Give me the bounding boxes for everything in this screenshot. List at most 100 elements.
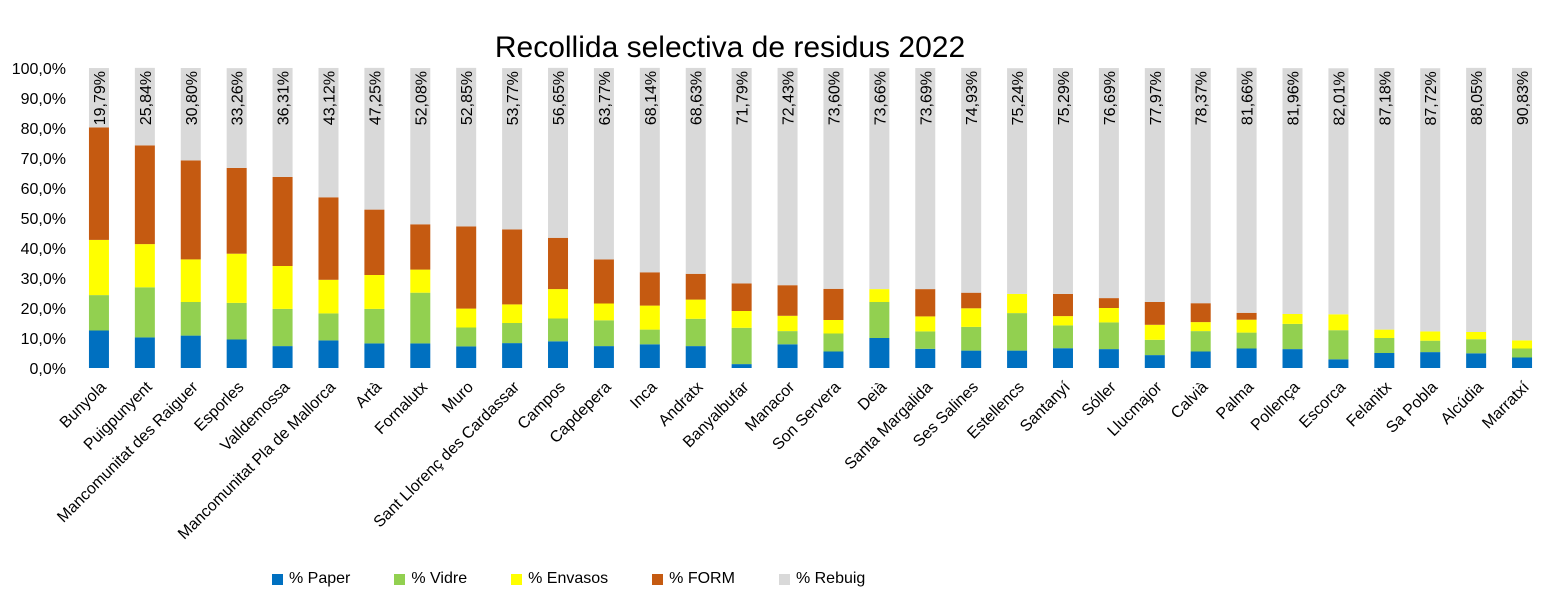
bar-rebuig-mancomunitat-pla-de-mallorca (318, 67, 339, 198)
bar-envasos-sant-llorenc-des-cardassar (502, 304, 523, 323)
bar-rebuig-esporles (226, 68, 247, 168)
legend-label-rebuig: % Rebuig (795, 570, 866, 587)
y-tick-label: 60,0% (21, 181, 66, 198)
bar-envasos-pollenca (1282, 314, 1303, 324)
bar-form-campos (548, 237, 569, 290)
bar-rebuig-valldemossa (272, 67, 293, 177)
bar-envasos-soller (1098, 308, 1119, 323)
bar-vidre-sant-llorenc-des-cardassar (502, 323, 523, 344)
bar-paper-pollenca (1282, 349, 1303, 368)
bar-envasos-inca (639, 305, 660, 330)
bar-rebuig-santanyi (1052, 68, 1073, 294)
legend-swatch-rebuig (778, 573, 790, 585)
bar-paper-felanitx (1374, 353, 1395, 368)
bar-rebuig-ses-salines (961, 67, 982, 293)
bar-envasos-banyalbufar (731, 311, 752, 328)
bar-paper-santanyi (1052, 348, 1073, 368)
data-label-muro: 52,85% (459, 71, 476, 125)
bar-rebuig-santa-margalida (915, 68, 936, 290)
bar-rebuig-son-servera (823, 68, 844, 289)
data-labels: 19,79% 25,84% 30,80% 33,26% 36,31% 43,12% 47,2… (92, 71, 1532, 126)
bar-vidre-llucmajor (1144, 339, 1165, 356)
data-label-campos: 56,65% (551, 71, 568, 125)
bar-form-mancomunitat-des-raiguer (180, 160, 201, 260)
bar-form-bunyola (88, 127, 109, 240)
data-label-son-servera: 73,60% (826, 71, 843, 125)
x-tick-label-inca: Inca (627, 379, 660, 412)
bar-paper-palma (1236, 348, 1257, 368)
bar-paper-esporles (226, 339, 247, 368)
data-label-santa-margalida: 73,69% (918, 71, 935, 125)
y-tick-label: 70,0% (21, 151, 66, 168)
y-tick-label: 50,0% (21, 211, 66, 228)
bar-rebuig-capdepera (593, 68, 614, 260)
bar-paper-capdepera (593, 346, 614, 368)
x-tick-label-escorca: Escorca (1296, 379, 1349, 432)
bar-rebuig-escorca (1328, 68, 1349, 315)
data-label-deia: 73,66% (872, 71, 889, 125)
bar-paper-alcudia (1466, 353, 1487, 368)
x-tick-label-soller: Sóller (1079, 378, 1120, 419)
bar-vidre-palma (1236, 332, 1257, 349)
bar-envasos-valldemossa (272, 266, 293, 309)
bar-form-inca (639, 272, 660, 306)
bar-form-esporles (226, 167, 247, 254)
data-label-bunyola: 19,79% (92, 71, 109, 125)
bar-vidre-marratxi (1512, 348, 1533, 358)
bar-vidre-santanyi (1052, 325, 1073, 349)
bar-vidre-sa-pobla (1420, 340, 1441, 353)
data-label-andratx: 68,63% (689, 71, 706, 125)
bar-rebuig-puigpunyent (134, 67, 155, 146)
data-label-esporles: 33,26% (230, 71, 247, 125)
data-label-capdepera: 63,77% (597, 71, 614, 125)
legend-swatch-envasos (511, 573, 523, 585)
bar-paper-escorca (1328, 359, 1349, 368)
bar-vidre-felanitx (1374, 338, 1395, 353)
legend-item-form: % FORM (652, 570, 735, 588)
legend-swatch-vidre (394, 573, 406, 585)
bar-form-calvia (1190, 303, 1211, 323)
bar-envasos-felanitx (1374, 329, 1395, 338)
bar-envasos-marratxi (1512, 340, 1533, 349)
bar-vidre-fornalutx (410, 292, 431, 344)
bar-envasos-llucmajor (1144, 324, 1165, 340)
y-tick-label: 20,0% (21, 301, 66, 318)
legend-item-paper: % Paper (272, 570, 350, 588)
bar-rebuig-marratxi (1512, 67, 1533, 341)
bar-paper-puigpunyent (134, 337, 155, 368)
bar-rebuig-palma (1236, 67, 1257, 313)
data-label-fornalutx: 52,08% (413, 71, 430, 125)
y-tick-label: 90,0% (21, 91, 66, 108)
bar-vidre-deia (869, 302, 890, 338)
bar-form-fornalutx (410, 224, 431, 270)
bar-vidre-estellencs (1007, 313, 1028, 351)
bar-paper-inca (639, 344, 660, 368)
bar-vidre-ses-salines (961, 326, 982, 351)
bar-form-muro (456, 226, 477, 309)
data-label-santanyi: 75,29% (1056, 71, 1073, 125)
bar-paper-calvia (1190, 351, 1211, 368)
bar-paper-arta (364, 343, 385, 368)
data-label-felanitx: 87,18% (1377, 71, 1394, 125)
bar-rebuig-inca (639, 67, 660, 273)
bar-vidre-santa-margalida (915, 331, 936, 349)
bar-form-son-servera (823, 288, 844, 320)
bar-envasos-campos (548, 289, 569, 319)
bar-envasos-ses-salines (961, 308, 982, 327)
legend-label-form: % FORM (669, 570, 735, 587)
data-label-estellencs: 75,24% (1010, 71, 1027, 125)
bar-envasos-mancomunitat-pla-de-mallorca (318, 279, 339, 314)
bar-envasos-bunyola (88, 239, 109, 296)
legend-item-rebuig: % Rebuig (778, 570, 866, 588)
bar-form-valldemossa (272, 176, 293, 266)
bar-rebuig-banyalbufar (731, 68, 752, 284)
bar-rebuig-deia (869, 68, 890, 290)
bar-rebuig-arta (364, 67, 385, 210)
bar-vidre-inca (639, 329, 660, 345)
y-tick-label: 0,0% (30, 361, 66, 378)
x-tick-label-marratxi: Marratxí (1479, 378, 1533, 432)
data-label-soller: 76,69% (1102, 71, 1119, 125)
bar-vidre-capdepera (593, 320, 614, 347)
data-label-banyalbufar: 71,79% (735, 71, 752, 125)
